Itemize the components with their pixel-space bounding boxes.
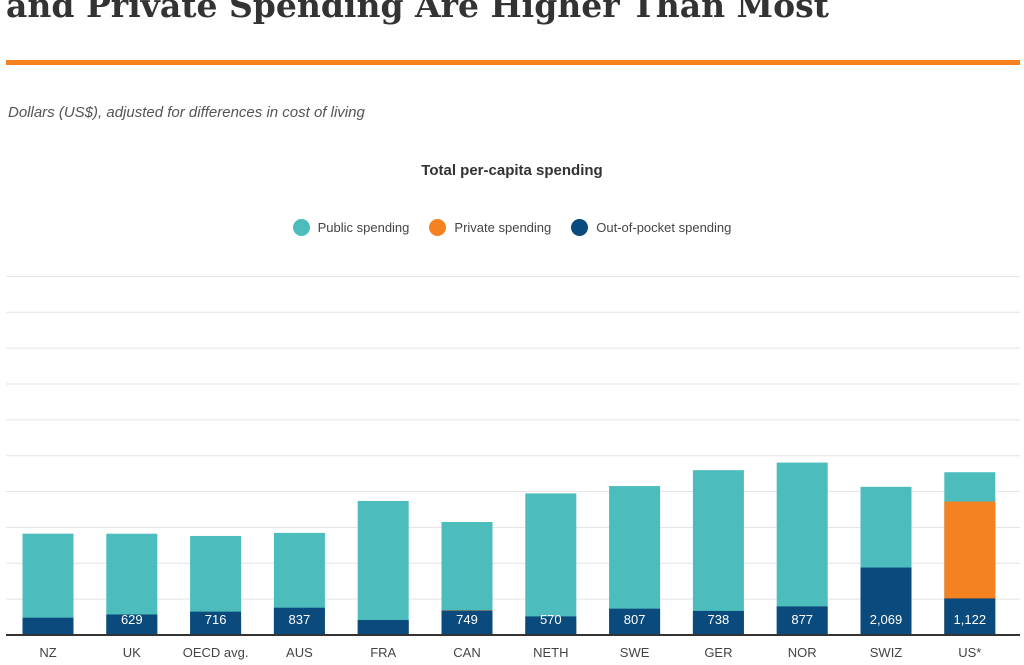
x-tick-label-nor: NOR xyxy=(788,645,817,660)
x-tick-label-uk: UK xyxy=(123,645,141,660)
private-swatch-icon xyxy=(429,219,447,236)
bar-segment-out-of-pocket-spending-fra xyxy=(357,620,409,635)
x-tick-label-us: US* xyxy=(958,645,981,660)
legend: Public spending Private spending Out-of-… xyxy=(0,219,1024,236)
legend-label-private: Private spending xyxy=(454,220,552,235)
legend-item-private[interactable]: Private spending xyxy=(429,219,551,236)
bar-segment-public-spending-fra xyxy=(357,500,409,635)
bar-segment-out-of-pocket-spending-can xyxy=(441,610,493,635)
x-tick-label-oecd-avg: OECD avg. xyxy=(183,645,249,660)
data-label-out-of-pocket-spending-swe: 807 xyxy=(624,612,646,627)
legend-item-out-of-pocket[interactable]: Out-of-pocket spending xyxy=(571,219,731,236)
bar-segment-out-of-pocket-spending-nz xyxy=(22,617,74,635)
x-tick-label-can: CAN xyxy=(453,645,480,660)
x-tick-label-fra: FRA xyxy=(370,645,396,660)
legend-item-public[interactable]: Public spending xyxy=(292,219,410,236)
bar-segment-out-of-pocket-spending-aus xyxy=(273,607,325,635)
data-label-out-of-pocket-spending-neth: 570 xyxy=(540,612,562,627)
x-tick-label-neth: NETH xyxy=(533,645,568,660)
chart-title: Total per-capita spending xyxy=(421,162,603,179)
data-label-out-of-pocket-spending-aus: 837 xyxy=(289,612,311,627)
data-label-out-of-pocket-spending-nor: 877 xyxy=(791,612,813,627)
bar-segment-out-of-pocket-spending-nor xyxy=(776,606,828,635)
data-label-out-of-pocket-spending-swiz: 2,069 xyxy=(870,612,903,627)
out-of-pocket-swatch-icon xyxy=(571,219,589,236)
bar-segment-out-of-pocket-spending-oecd-avg xyxy=(190,611,242,635)
orange-rule xyxy=(6,60,1020,65)
bar-segment-out-of-pocket-spending-swe xyxy=(609,608,661,635)
bar-segment-public-spending-ger xyxy=(692,470,744,635)
data-label-out-of-pocket-spending-can: 749 xyxy=(456,612,478,627)
bar-segment-out-of-pocket-spending-us xyxy=(944,598,996,635)
stacked-bar-chart: 3,108NZ3,107629UK3,038716OECD avg.3,1325… xyxy=(6,275,1020,660)
bar-segment-public-spending-neth xyxy=(525,493,577,635)
data-label-out-of-pocket-spending-oecd-avg: 716 xyxy=(205,612,227,627)
bar-segment-out-of-pocket-spending-swiz xyxy=(860,567,912,635)
data-label-out-of-pocket-spending-ger: 738 xyxy=(708,612,730,627)
x-tick-label-ger: GER xyxy=(704,645,732,660)
data-label-out-of-pocket-spending-uk: 629 xyxy=(121,612,143,627)
legend-label-out-of-pocket: Out-of-pocket spending xyxy=(596,220,732,235)
x-tick-label-swe: SWE xyxy=(620,645,650,660)
bar-segment-out-of-pocket-spending-uk xyxy=(106,614,158,635)
bar-segment-out-of-pocket-spending-ger xyxy=(692,610,744,635)
data-label-out-of-pocket-spending-us: 1,122 xyxy=(954,612,987,627)
subtitle: Dollars (US$), adjusted for differences … xyxy=(8,104,365,121)
public-swatch-icon xyxy=(292,219,310,236)
legend-label-public: Public spending xyxy=(317,220,410,235)
x-tick-label-swiz: SWIZ xyxy=(870,645,903,660)
bar-segment-out-of-pocket-spending-neth xyxy=(525,616,577,635)
x-tick-label-aus: AUS xyxy=(286,645,313,660)
bar-segment-public-spending-nor xyxy=(776,462,828,635)
x-tick-label-nz: NZ xyxy=(39,645,56,660)
headline: and Private Spending Are Higher Than Mos… xyxy=(6,0,829,25)
